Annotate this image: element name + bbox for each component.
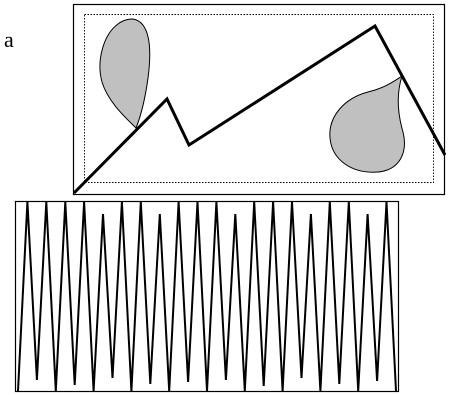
top-panel xyxy=(72,3,447,196)
zigzag-line xyxy=(17,201,397,392)
bottom-panel xyxy=(14,200,400,393)
top-panel-inner-border xyxy=(84,14,434,183)
top-panel-outer-border xyxy=(72,3,446,196)
polyline-path xyxy=(72,23,447,195)
zigzag-pattern xyxy=(17,201,397,392)
left-teardrop-blob xyxy=(99,18,151,129)
bottom-panel-border xyxy=(14,200,400,393)
right-teardrop-blob xyxy=(329,74,405,173)
panel-label: a xyxy=(4,27,14,52)
